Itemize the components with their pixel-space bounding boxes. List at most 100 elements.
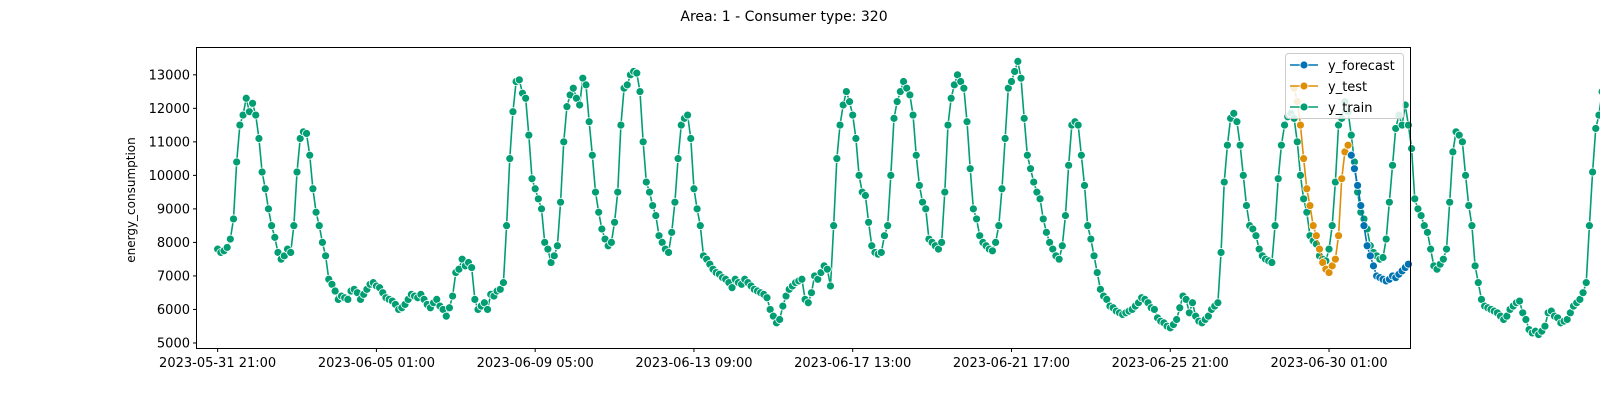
data-point-y-train xyxy=(727,283,737,293)
data-point-y-train xyxy=(968,204,978,214)
data-point-y-train xyxy=(257,167,267,177)
data-point-y-train xyxy=(826,281,835,291)
data-point-y-train xyxy=(1381,234,1391,244)
data-point-y-train xyxy=(1442,244,1451,254)
data-point-y-train xyxy=(937,238,947,247)
data-point-y-train xyxy=(568,83,578,93)
y-axis-label: energy_consumption xyxy=(124,137,138,263)
x-axis: 2023-05-31 21:00 2023-06-05 01:00 2023-06-… xyxy=(159,348,1388,371)
data-point-y-train xyxy=(343,294,353,304)
data-point-y-train xyxy=(803,298,813,308)
data-point-y-train xyxy=(1521,315,1531,324)
data-point-y-train xyxy=(514,75,524,85)
x-tick-label: 2023-06-13 09:00 xyxy=(635,356,752,371)
data-point-y-train xyxy=(991,238,1001,247)
y-axis: 5000 6000 7000 8000 9000 10000 11000 12000 13000 xyxy=(149,68,197,351)
data-point-y-test xyxy=(1311,231,1321,241)
data-point-y-train xyxy=(1251,231,1261,241)
data-point-y-train xyxy=(499,278,508,288)
data-point-y-train xyxy=(673,154,683,164)
data-point-y-train xyxy=(1327,221,1337,231)
data-point-y-train xyxy=(581,80,591,90)
data-point-y-train xyxy=(533,194,543,204)
data-point-y-test xyxy=(1337,174,1347,184)
x-tick-label: 2023-06-25 21:00 xyxy=(1112,356,1229,371)
data-point-y-train xyxy=(584,117,594,127)
data-point-y-train xyxy=(959,83,969,93)
data-point-y-train xyxy=(502,221,512,231)
chart-title: Area: 1 - Consumer type: 320 xyxy=(680,9,887,25)
data-point-y-train xyxy=(610,217,619,227)
legend-marker-y-train xyxy=(1299,102,1309,112)
data-point-y-train xyxy=(1416,211,1426,221)
data-point-y-train xyxy=(1057,241,1067,251)
data-point-y-train xyxy=(965,164,975,174)
data-point-y-train xyxy=(222,243,232,252)
data-point-y-train xyxy=(1292,137,1302,147)
data-point-y-train xyxy=(467,263,477,272)
data-point-y-train xyxy=(841,87,851,96)
y-tick-label: 7000 xyxy=(157,269,190,284)
data-point-y-train xyxy=(988,246,997,256)
data-point-y-train xyxy=(946,93,956,103)
data-point-y-train xyxy=(248,98,257,108)
data-point-y-train xyxy=(1470,261,1480,271)
data-point-y-train xyxy=(1019,113,1029,123)
data-point-y-train xyxy=(641,177,651,187)
plot-area-frame xyxy=(196,47,1411,349)
data-point-y-train xyxy=(537,204,546,214)
data-point-y-train xyxy=(911,150,921,160)
data-point-y-train xyxy=(1467,221,1477,231)
x-tick-label: 2023-06-30 01:00 xyxy=(1270,356,1387,371)
legend-label-y-test: y_test xyxy=(1328,80,1367,95)
data-point-y-train xyxy=(508,107,518,117)
data-point-y-train xyxy=(1022,150,1032,160)
data-point-y-train xyxy=(1277,140,1286,150)
data-point-y-test xyxy=(1315,244,1324,254)
data-point-y-train xyxy=(314,221,324,231)
data-point-y-train xyxy=(962,117,972,127)
data-point-y-train xyxy=(994,221,1004,231)
series-y-train xyxy=(213,57,1600,339)
data-point-y-test xyxy=(1302,184,1312,194)
data-point-y-train xyxy=(689,184,699,194)
data-point-y-train xyxy=(260,184,270,194)
data-point-y-train xyxy=(778,301,788,311)
data-point-y-train xyxy=(575,100,585,110)
data-point-y-train xyxy=(318,238,327,247)
data-point-y-train xyxy=(1073,120,1083,130)
data-point-y-train xyxy=(892,97,902,107)
data-point-y-train xyxy=(797,274,807,284)
data-point-y-train xyxy=(1083,221,1093,231)
data-point-y-train xyxy=(445,303,454,313)
data-point-y-train xyxy=(775,315,785,324)
data-point-y-train xyxy=(441,311,451,321)
data-point-y-train xyxy=(1035,194,1045,204)
data-point-y-train xyxy=(915,181,924,190)
data-point-y-train xyxy=(591,187,600,197)
y-tick-label: 8000 xyxy=(157,236,190,251)
data-point-y-train xyxy=(1423,227,1432,237)
data-point-y-train xyxy=(1235,140,1245,150)
data-point-y-train xyxy=(1378,253,1388,262)
data-point-y-train xyxy=(883,221,893,231)
data-point-y-train xyxy=(1061,211,1070,221)
y-tick-label: 11000 xyxy=(149,135,190,150)
data-point-y-train xyxy=(1426,244,1436,254)
data-point-y-train xyxy=(1229,108,1239,118)
data-point-y-train xyxy=(1407,144,1416,153)
series-y-test xyxy=(1289,83,1353,277)
data-point-y-train xyxy=(832,154,842,164)
data-point-y-train xyxy=(311,207,321,217)
data-point-y-train xyxy=(225,234,235,244)
data-point-y-train xyxy=(664,248,673,257)
data-point-y-train xyxy=(483,305,492,314)
data-point-y-train xyxy=(1461,170,1470,180)
data-point-y-train xyxy=(321,251,331,261)
data-point-y-train xyxy=(848,110,858,120)
data-point-y-train xyxy=(1578,288,1588,298)
data-point-y-train xyxy=(1188,298,1197,308)
data-point-y-train xyxy=(1324,244,1334,254)
data-point-y-test xyxy=(1296,120,1305,130)
